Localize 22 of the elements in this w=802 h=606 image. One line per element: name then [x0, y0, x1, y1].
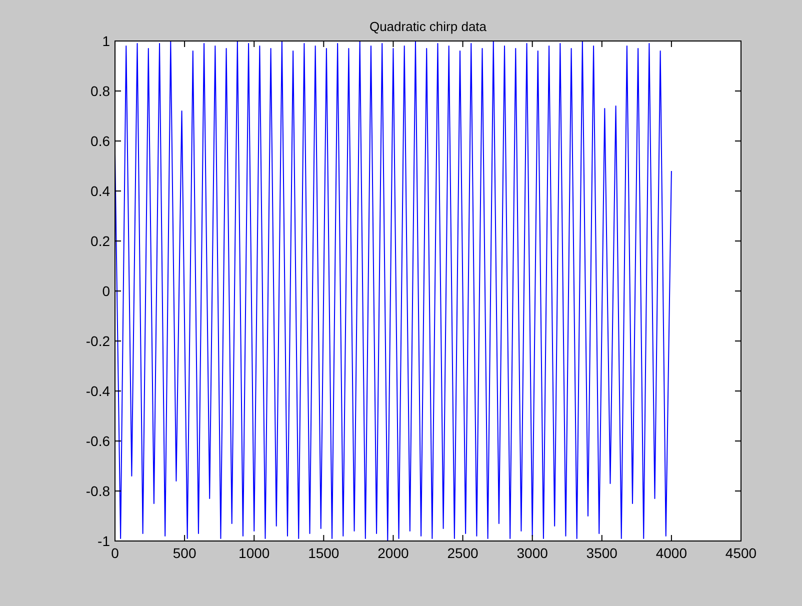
line-series — [114, 40, 672, 542]
y-tick-label: 0.2 — [90, 233, 110, 249]
y-tick-label: -0.8 — [86, 483, 110, 499]
y-tick-label: 0.8 — [90, 83, 110, 99]
y-tick-label: 1 — [102, 33, 110, 49]
y-tick-label: -1 — [98, 533, 110, 549]
x-tick-label: 2500 — [447, 545, 479, 561]
x-tick-label: 3500 — [586, 545, 618, 561]
x-tick-label: 3000 — [516, 545, 548, 561]
x-tick-label: 1000 — [238, 545, 270, 561]
chart-title: Quadratic chirp data — [369, 19, 488, 34]
y-tick-label: 0 — [102, 283, 110, 299]
x-tick-label: 500 — [172, 545, 196, 561]
x-tick-label: 2000 — [378, 545, 410, 561]
x-tick-label: 1500 — [308, 545, 340, 561]
y-tick-label: 0.6 — [90, 133, 110, 149]
y-tick-label: -0.4 — [86, 383, 110, 399]
y-tick-label: -0.2 — [86, 333, 110, 349]
x-tick-label: 4000 — [656, 545, 688, 561]
y-tick-label: -0.6 — [86, 433, 110, 449]
x-tick-label: 4500 — [725, 545, 757, 561]
y-tick-label: 0.4 — [90, 183, 110, 199]
